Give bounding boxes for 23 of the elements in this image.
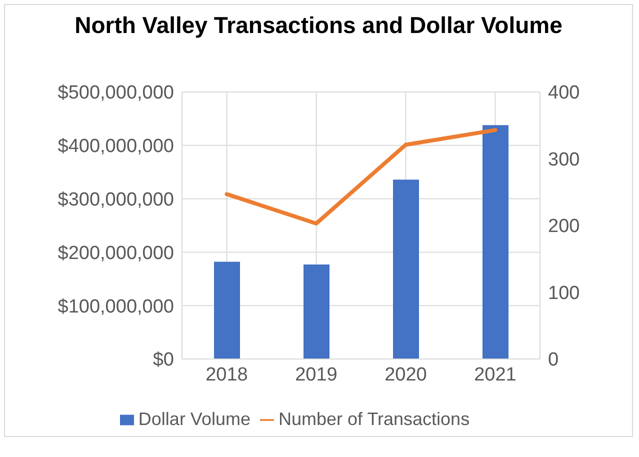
- bar: [393, 180, 419, 359]
- y2-tick-label: 400: [548, 82, 580, 104]
- y-tick-label: $100,000,000: [58, 296, 174, 318]
- x-tick-label: 2019: [295, 364, 338, 386]
- line-series: [224, 128, 498, 226]
- bar: [482, 125, 508, 359]
- y2-tick-label: 0: [548, 350, 559, 371]
- bar: [304, 264, 330, 359]
- y2-tick-label: 200: [548, 216, 580, 238]
- y-tick-label: $400,000,000: [58, 136, 174, 158]
- y-tick-label: $300,000,000: [58, 190, 174, 211]
- x-tick-label: 2018: [206, 364, 248, 386]
- bar: [214, 262, 240, 359]
- x-tick-label: 2020: [384, 364, 427, 386]
- y-tick-label: $0: [152, 350, 174, 371]
- y2-tick-label: 100: [548, 282, 580, 304]
- legend-label: Number of Transactions: [278, 409, 470, 429]
- y-tick-label: $200,000,000: [58, 242, 174, 264]
- legend-label: Dollar Volume: [138, 409, 250, 429]
- x-tick-label: 2021: [474, 364, 516, 386]
- y2-tick-label: 300: [548, 149, 580, 170]
- chart-title: North Valley Transactions and Dollar Volume: [74, 12, 564, 39]
- y-tick-label: $500,000,000: [58, 82, 174, 104]
